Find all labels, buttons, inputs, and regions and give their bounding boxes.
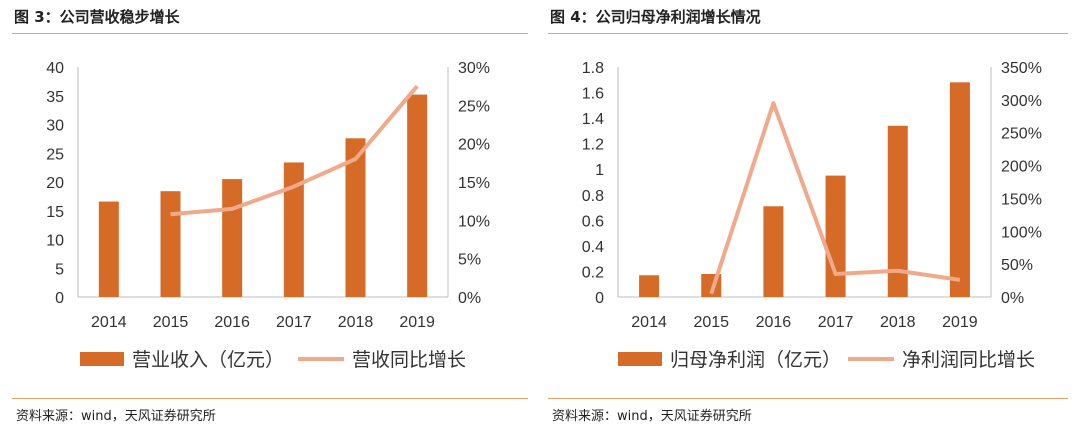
y-right-tick-label: 200%	[1001, 159, 1042, 176]
y-left-tick-label: 20	[46, 175, 64, 192]
right-figure-panel: 图 4：公司归母净利润增长情况 0 0.2 0.4 0.6 0.8 1 1.2 1.4 1.6 1…	[548, 0, 1068, 437]
y-left-tick-label: 15	[46, 204, 64, 221]
legend-bar-label: 营业收入（亿元）	[132, 349, 284, 371]
left-figure-title: 图 3：公司营收稳步增长	[14, 8, 180, 26]
revenue-bar	[283, 162, 304, 297]
revenue-bar	[407, 94, 428, 297]
y-right-tick-label: 250%	[1001, 126, 1042, 143]
x-tick-label: 2016	[756, 314, 792, 331]
y-left-tick-label: 40	[46, 60, 64, 77]
y-left-tick-label: 1.6	[582, 86, 604, 103]
legend-bar-label: 归母净利润（亿元）	[670, 349, 841, 371]
y-left-tick-label: 0.4	[582, 239, 604, 256]
y-left-tick-label: 25	[46, 146, 64, 163]
y-right-tick-label: 300%	[1001, 93, 1042, 110]
right-figure-title: 图 4：公司归母净利润增长情况	[550, 8, 761, 26]
left-bottom-rule	[12, 398, 528, 399]
revenue-bar	[825, 175, 846, 297]
y-left-tick-label: 10	[46, 233, 64, 250]
revenue-bar	[345, 138, 366, 297]
y-left-tick-label: 0	[595, 290, 604, 307]
y-left-tick-label: 1.8	[582, 60, 604, 77]
y-left-tick-label: 0.2	[582, 264, 604, 281]
revenue-bar	[222, 179, 243, 297]
right-chart: 0 0.2 0.4 0.6 0.8 1 1.2 1.4 1.6 1.8 0% 50% 100% 150% 2…	[582, 60, 1042, 371]
y-right-tick-label: 0%	[458, 290, 481, 307]
left-chart: 0 5 10 15 20 25 30 35 40 0% 5% 10% 15% 20% 25% 30% 2014 2…	[46, 60, 490, 371]
y-right-tick-label: 100%	[1001, 224, 1042, 241]
y-left-tick-label: 30	[46, 118, 64, 135]
y-right-tick-label: 10%	[458, 213, 490, 230]
y-left-tick-label: 5	[55, 261, 64, 278]
y-right-tick-label: 5%	[458, 252, 481, 269]
x-tick-label: 2016	[214, 314, 250, 331]
y-right-tick-label: 350%	[1001, 60, 1042, 77]
legend-line-label: 营收同比增长	[352, 349, 466, 371]
y-left-tick-label: 1.2	[582, 137, 604, 154]
y-left-tick-label: 0.6	[582, 213, 604, 230]
x-tick-label: 2015	[153, 314, 189, 331]
y-left-tick-label: 1.4	[582, 111, 604, 128]
y-left-tick-label: 0.8	[582, 188, 604, 205]
y-right-tick-label: 15%	[458, 175, 490, 192]
revenue-bar	[639, 275, 660, 297]
x-tick-label: 2017	[276, 314, 312, 331]
x-tick-label: 2015	[693, 314, 729, 331]
legend-line-label: 净利润同比增长	[902, 349, 1035, 371]
x-tick-label: 2019	[399, 314, 435, 331]
x-tick-label: 2018	[338, 314, 374, 331]
y-right-tick-label: 20%	[458, 137, 490, 154]
y-right-tick-label: 0%	[1001, 290, 1024, 307]
revenue-bar	[949, 82, 970, 297]
y-right-tick-label: 50%	[1001, 257, 1033, 274]
left-figure-panel: 图 3：公司营收稳步增长 0 5 10 15 20 25 30 35 40 0% 5% 10% 15% 2…	[12, 0, 528, 437]
x-tick-label: 2019	[942, 314, 978, 331]
y-right-tick-label: 150%	[1001, 191, 1042, 208]
right-top-rule	[548, 33, 1068, 34]
x-tick-label: 2017	[818, 314, 854, 331]
right-bottom-rule	[548, 398, 1068, 399]
y-left-tick-label: 35	[46, 89, 64, 106]
legend-bar-swatch	[618, 352, 662, 366]
legend-bar-swatch	[80, 352, 124, 366]
y-right-tick-label: 30%	[458, 60, 490, 77]
x-tick-label: 2014	[91, 314, 127, 331]
revenue-bar	[763, 206, 784, 297]
right-source-note: 资料来源：wind，天风证券研究所	[552, 409, 752, 424]
y-right-tick-label: 25%	[458, 98, 490, 115]
left-source-note: 资料来源：wind，天风证券研究所	[16, 409, 216, 424]
x-tick-label: 2014	[631, 314, 667, 331]
revenue-bar	[160, 191, 181, 297]
y-left-tick-label: 0	[55, 290, 64, 307]
y-left-tick-label: 1	[595, 162, 604, 179]
revenue-bar	[887, 125, 908, 298]
x-tick-label: 2018	[880, 314, 916, 331]
left-top-rule	[12, 33, 528, 34]
revenue-bar	[98, 201, 119, 297]
